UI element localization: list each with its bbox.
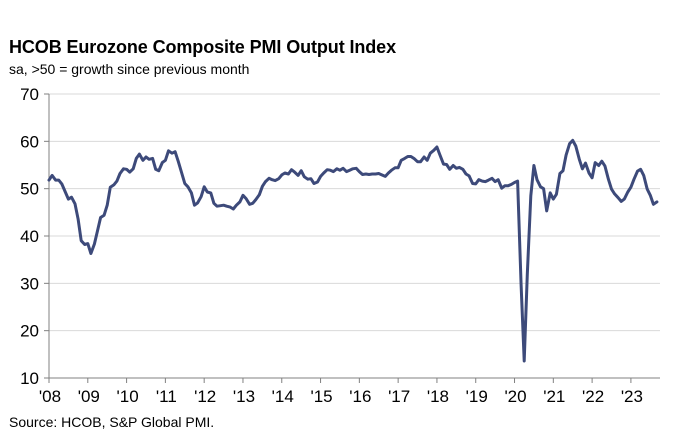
x-tick-label-2008: '08 xyxy=(39,387,61,406)
y-tick-label-40: 40 xyxy=(20,227,39,246)
y-tick-label-30: 30 xyxy=(20,274,39,293)
x-tick-label-2020: '20 xyxy=(504,387,526,406)
y-tick-label-60: 60 xyxy=(20,132,39,151)
y-tick-label-70: 70 xyxy=(20,85,39,104)
x-tick-label-2009: '09 xyxy=(78,387,100,406)
chart-subtitle: sa, >50 = growth since previous month xyxy=(9,61,250,77)
x-tick-label-2019: '19 xyxy=(466,387,488,406)
x-tick-label-2010: '10 xyxy=(117,387,139,406)
source-note: Source: HCOB, S&P Global PMI. xyxy=(9,414,215,430)
series-line-0 xyxy=(47,138,659,363)
y-tick-label-50: 50 xyxy=(20,180,39,199)
x-tick-label-2013: '13 xyxy=(233,387,255,406)
x-tick-label-2012: '12 xyxy=(194,387,216,406)
y-tick-label-20: 20 xyxy=(20,322,39,341)
x-tick-label-2017: '17 xyxy=(388,387,410,406)
x-tick-label-2022: '22 xyxy=(582,387,604,406)
x-tick-label-2015: '15 xyxy=(310,387,332,406)
y-tick-label-10: 10 xyxy=(20,369,39,388)
x-tick-label-2018: '18 xyxy=(427,387,449,406)
x-tick-label-2023: '23 xyxy=(621,387,643,406)
x-tick-label-2014: '14 xyxy=(272,387,294,406)
x-tick-label-2016: '16 xyxy=(349,387,371,406)
x-tick-label-2021: '21 xyxy=(543,387,565,406)
x-tick-label-2011: '11 xyxy=(156,387,177,406)
chart-title: HCOB Eurozone Composite PMI Output Index xyxy=(9,37,396,57)
